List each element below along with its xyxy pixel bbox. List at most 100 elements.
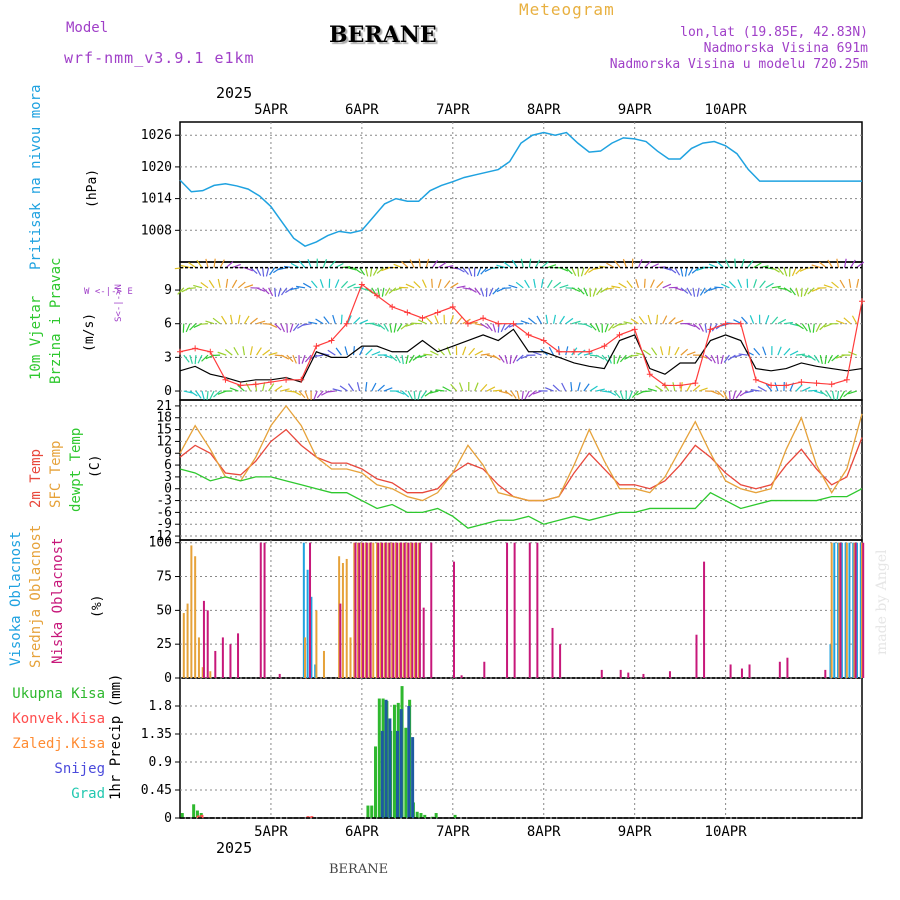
tick-label: -12 bbox=[149, 529, 172, 544]
tick-label: -6 bbox=[156, 505, 172, 520]
wind-arrow bbox=[371, 382, 377, 392]
wind-arrow bbox=[699, 287, 706, 296]
wind-arrow bbox=[262, 287, 270, 295]
wind-arrow bbox=[595, 354, 605, 360]
wind-arrow bbox=[553, 281, 562, 289]
wind-arrow bbox=[476, 267, 482, 277]
gust-marker bbox=[222, 376, 229, 383]
wind-arrow bbox=[520, 258, 524, 268]
wind-arrow bbox=[644, 260, 652, 269]
wind-arrow bbox=[237, 314, 241, 324]
wind-arrow bbox=[389, 354, 398, 362]
wind-arrow bbox=[720, 283, 730, 289]
gust-marker bbox=[737, 320, 744, 327]
wind-arrow bbox=[762, 346, 767, 356]
gust-marker bbox=[419, 315, 426, 322]
wind-arrow bbox=[774, 382, 779, 392]
wind-arrow bbox=[274, 287, 277, 297]
wind-frame bbox=[179, 261, 863, 401]
gust-marker bbox=[601, 343, 608, 350]
wind-arrow bbox=[405, 283, 415, 289]
wind-arrow bbox=[371, 351, 381, 356]
cloud-mid-bar bbox=[830, 542, 833, 678]
gust-marker bbox=[404, 309, 411, 316]
wind-arrow bbox=[686, 287, 693, 296]
wind-arrow bbox=[552, 384, 561, 392]
wind-arrow bbox=[635, 279, 640, 288]
wind-arrow bbox=[750, 389, 760, 392]
cloud-low-bar bbox=[202, 600, 205, 678]
wind-arrow bbox=[733, 319, 742, 325]
wind-arrow bbox=[431, 278, 433, 288]
wind-arrow bbox=[807, 323, 812, 333]
date-label-top: 10APR bbox=[705, 102, 748, 118]
precip-total-bar bbox=[392, 704, 396, 818]
cloud-low-bar bbox=[229, 644, 232, 678]
wind-arrow bbox=[571, 320, 581, 325]
wind-arrow bbox=[541, 261, 549, 269]
wind-arrow bbox=[250, 317, 258, 325]
wind-arrow bbox=[801, 386, 811, 392]
tick-label: 1020 bbox=[141, 160, 172, 175]
wind-arrow bbox=[814, 390, 824, 395]
wind-arrow bbox=[565, 346, 569, 356]
wind-arrow bbox=[738, 353, 748, 356]
wind-arrow bbox=[825, 390, 832, 399]
wind-arrow bbox=[504, 354, 508, 364]
wind-arrow bbox=[795, 323, 804, 330]
gust-marker bbox=[207, 348, 214, 355]
wind-arrow bbox=[588, 267, 597, 273]
gust-marker bbox=[298, 376, 305, 383]
wind-arrow bbox=[237, 281, 246, 289]
wind-arrow bbox=[656, 314, 659, 324]
wind-arrow bbox=[823, 284, 833, 289]
wind-arrow bbox=[346, 315, 352, 324]
wind-arrow bbox=[308, 321, 318, 325]
wind-arrow bbox=[242, 346, 246, 356]
wind-arrow bbox=[607, 390, 617, 396]
wind-arrow bbox=[771, 285, 781, 289]
wind-arrow bbox=[628, 390, 633, 400]
wind-arrow bbox=[616, 354, 621, 364]
wind-arrow bbox=[545, 387, 554, 392]
cloud-low-bar bbox=[415, 542, 418, 678]
wind-arrow bbox=[696, 267, 706, 271]
cloud-mid-bar bbox=[379, 542, 382, 678]
wind-arrow bbox=[637, 259, 643, 268]
wind-arrow bbox=[528, 317, 536, 325]
cloud-mid-bar bbox=[853, 542, 856, 678]
wind-arrow bbox=[749, 315, 755, 324]
wind-arrow bbox=[292, 323, 300, 332]
wind-arrow bbox=[262, 267, 265, 277]
tick-label: 50 bbox=[156, 603, 172, 618]
wind-arrow bbox=[559, 315, 566, 325]
wind-arrow bbox=[328, 260, 336, 269]
wind-arrow bbox=[728, 280, 736, 289]
wind-arrow bbox=[301, 354, 306, 364]
wind-arrow bbox=[486, 354, 496, 358]
wind-arrow bbox=[753, 347, 761, 356]
cloud-low-bar bbox=[358, 542, 361, 678]
wind-arrow bbox=[377, 323, 386, 330]
cloud-high-bar bbox=[837, 542, 840, 678]
precip-accum-bar bbox=[395, 730, 399, 818]
cloud-low-bar bbox=[407, 542, 410, 678]
tick-label: 1014 bbox=[141, 192, 172, 207]
wind-arrow bbox=[423, 353, 433, 356]
wind-arrow bbox=[418, 258, 421, 268]
wind-arrow bbox=[462, 346, 467, 356]
wind-arrow bbox=[425, 316, 433, 325]
wind-arrow bbox=[674, 346, 680, 356]
wind-arrow bbox=[795, 267, 803, 275]
wind-arrow bbox=[429, 390, 439, 394]
wind-arrow bbox=[286, 323, 288, 333]
wind-arrow bbox=[777, 346, 782, 356]
wind-arrow bbox=[480, 287, 485, 297]
wind-arrow bbox=[692, 384, 701, 392]
cloud-low-bar bbox=[460, 675, 463, 678]
wind-arrow bbox=[486, 386, 496, 392]
wind-arrow bbox=[565, 267, 573, 275]
wind-arrow bbox=[304, 390, 309, 400]
precip-accum-bar bbox=[407, 706, 411, 818]
wind-arrow bbox=[388, 287, 397, 294]
